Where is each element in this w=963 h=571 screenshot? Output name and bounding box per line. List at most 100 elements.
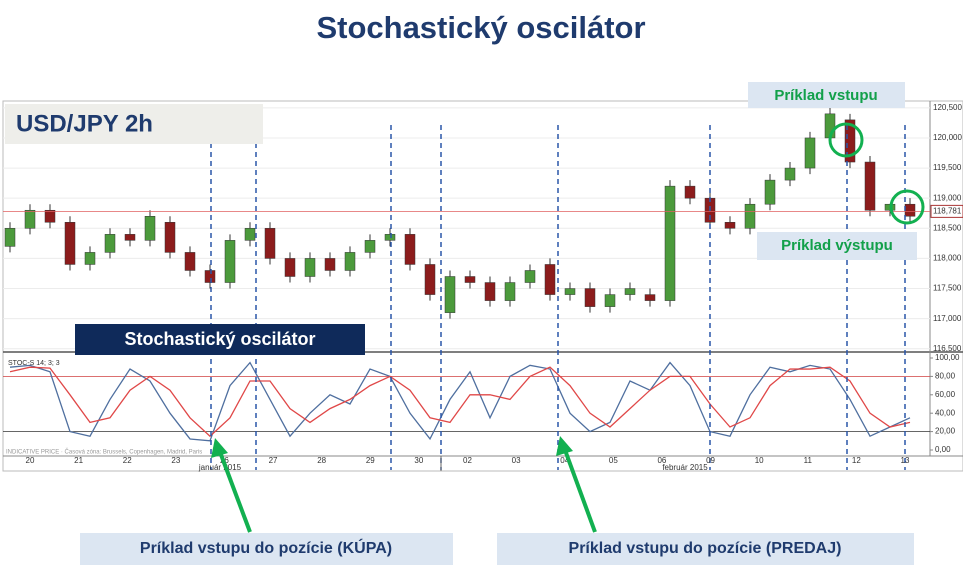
- y-tick-label: 117,000: [933, 314, 962, 323]
- buy-arrow: [218, 451, 252, 533]
- exit-label: Príklad výstupu: [781, 237, 893, 254]
- x-tick-label: 21: [74, 456, 83, 465]
- buy-label: Príklad vstupu do pozície (KÚPA): [140, 538, 392, 557]
- x-tick-label: 13: [901, 456, 910, 465]
- candle-body: [644, 294, 656, 301]
- exit-box: [757, 232, 917, 260]
- x-tick-label: 27: [269, 456, 278, 465]
- chart-frame: [2, 100, 963, 472]
- candle-body: [224, 240, 236, 283]
- x-tick-label: 12: [852, 456, 861, 465]
- sell-box: [497, 533, 914, 565]
- buy-arrowhead: [211, 438, 228, 458]
- candle-body: [864, 161, 876, 211]
- candle-body: [584, 288, 596, 307]
- y-tick-label: 116,500: [933, 344, 962, 353]
- y-tick-label: 0,00: [935, 445, 951, 454]
- pair-label: USD/JPY 2h: [16, 110, 153, 137]
- y-tick-label: 40,00: [935, 408, 956, 417]
- y-tick-label: 118,000: [933, 254, 962, 263]
- candle-body: [344, 252, 356, 271]
- exit-circle: [889, 189, 925, 225]
- candle-body: [764, 179, 776, 205]
- x-tick-label: 28: [317, 456, 326, 465]
- stochastic-line: [9, 366, 911, 438]
- candle-body: [184, 252, 196, 271]
- indicator-title: STOC-S 14; 3; 3: [8, 360, 60, 367]
- candle-body: [844, 119, 856, 163]
- pair-box: [5, 104, 263, 144]
- sell-arrowhead: [556, 436, 573, 456]
- x-tick-label: 09: [706, 456, 715, 465]
- candle-body: [464, 276, 476, 283]
- candle-body: [244, 228, 256, 241]
- y-tick-label: 60,00: [935, 390, 956, 399]
- candle-body: [804, 137, 816, 169]
- candle-body: [384, 234, 396, 241]
- y-tick-label: 80,00: [935, 372, 956, 381]
- candle-body: [24, 209, 36, 229]
- stochastic-line: [9, 361, 911, 442]
- candle-body: [524, 270, 536, 283]
- sell-arrow: [563, 449, 597, 533]
- y-tick-label: 118,500: [933, 223, 962, 232]
- x-tick-label: 03: [512, 456, 521, 465]
- candle-body: [904, 203, 916, 217]
- candle-body: [104, 234, 116, 253]
- entry-label: Príklad vstupu: [774, 87, 877, 104]
- candle-body: [724, 222, 736, 229]
- candle-body: [744, 203, 756, 229]
- candle-body: [544, 264, 556, 295]
- y-tick-label: 119,500: [933, 163, 962, 172]
- y-tick-label: 120,000: [933, 133, 962, 142]
- y-tick-label: 120,500: [933, 103, 962, 112]
- candle-body: [404, 234, 416, 265]
- x-tick-label: 29: [366, 456, 375, 465]
- candle-body: [284, 258, 296, 277]
- entry-box: [748, 82, 905, 108]
- candle-body: [264, 228, 276, 259]
- entry-circle: [828, 122, 864, 158]
- candle-body: [44, 209, 56, 223]
- y-tick-label: 20,00: [935, 427, 956, 436]
- candle-body: [64, 222, 76, 265]
- candle-body: [164, 222, 176, 253]
- x-tick-label: 30: [414, 456, 423, 465]
- x-tick-label: 04: [560, 456, 569, 465]
- indicator-label: Stochastický oscilátor: [124, 329, 315, 349]
- x-tick-label: 05: [609, 456, 618, 465]
- page-title: Stochastický oscilátor: [316, 10, 645, 45]
- candle-body: [364, 240, 376, 253]
- footnote: INDICATIVE PRICE · Časová zóna: Brussels…: [6, 449, 202, 456]
- y-tick-label: 100,00: [935, 353, 960, 362]
- last-price-label: 118,781: [933, 206, 962, 215]
- last-price-box: [930, 204, 963, 218]
- candle-body: [664, 185, 676, 301]
- candle-body: [424, 264, 436, 295]
- candle-body: [304, 258, 316, 277]
- candle-body: [604, 294, 616, 307]
- annotations: USD/JPY 2h Stochastický oscilátor Príkla…: [5, 82, 925, 565]
- x-tick-label: 20: [26, 456, 35, 465]
- candle-body: [124, 234, 136, 241]
- candle-body: [684, 185, 696, 199]
- buy-box: [80, 533, 453, 565]
- x-tick-label: 02: [463, 456, 472, 465]
- candle-body: [484, 282, 496, 301]
- x-tick-label: 22: [123, 456, 132, 465]
- candle-body: [504, 282, 516, 301]
- month-label: február 2015: [662, 463, 708, 472]
- candle-body: [784, 167, 796, 181]
- x-tick-label: 10: [755, 456, 764, 465]
- month-label: január 2015: [198, 463, 242, 472]
- y-tick-label: 119,000: [933, 193, 962, 202]
- candle-body: [564, 288, 576, 295]
- candle-body: [444, 276, 456, 313]
- indicator-box: [75, 324, 365, 355]
- candle-body: [624, 288, 636, 295]
- candle-body: [324, 258, 336, 271]
- sell-label: Príklad vstupu do pozície (PREDAJ): [569, 540, 842, 557]
- x-tick-label: 06: [657, 456, 666, 465]
- candle-body: [84, 252, 96, 265]
